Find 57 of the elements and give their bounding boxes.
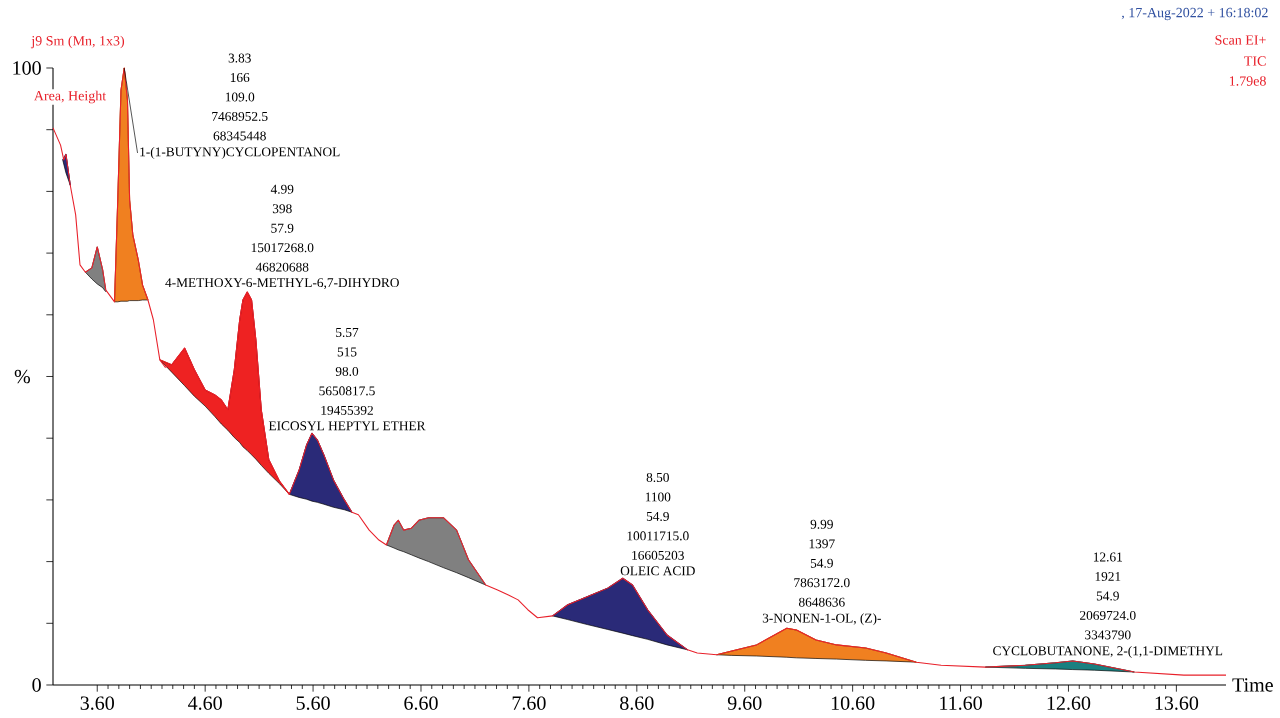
- annotation: 3-NONEN-1-OL, (Z)-: [762, 613, 881, 626]
- annotation: 4.99: [270, 184, 294, 194]
- annotation: 7468952.5: [212, 111, 268, 122]
- annotation: 4-METHOXY-6-METHYL-6,7-DIHYDRO: [165, 278, 399, 290]
- annotation: 5650817.5: [319, 386, 375, 396]
- text: Scan EI+: [1215, 35, 1266, 45]
- y-tick-label: 0: [32, 678, 41, 692]
- annotation: 8648636: [798, 597, 845, 607]
- x-axis-title: Time: [1232, 678, 1273, 692]
- annotation: 1397: [809, 539, 835, 549]
- annotation: 7863172.0: [794, 578, 850, 588]
- annotation: 1100: [645, 492, 671, 502]
- annotation: 12.61: [1093, 552, 1122, 562]
- x-tick-label: 9.60: [727, 696, 762, 710]
- annotation: 109.0: [225, 92, 255, 102]
- x-tick-label: 7.60: [512, 696, 546, 710]
- annotation: Area, Height: [34, 90, 107, 104]
- text: 1.79e8: [1229, 76, 1266, 86]
- annotation: 54.9: [646, 511, 669, 521]
- annotation: 54.9: [810, 558, 833, 568]
- text: 3.83: [228, 53, 251, 63]
- x-tick-label: 3.60: [80, 696, 114, 710]
- text: TIC: [1244, 56, 1266, 66]
- annotation: OLEIC ACID: [620, 566, 695, 576]
- annotation: CYCLOBUTANONE, 2-(1,1-DIMETHYL: [993, 645, 1223, 659]
- x-tick-label: 11.60: [940, 696, 982, 710]
- x-tick-label: 5.60: [296, 696, 330, 710]
- annotation: 1921: [1095, 572, 1121, 581]
- annotation: 19455392: [321, 405, 373, 415]
- annotation: 5.57: [336, 328, 359, 338]
- annotation: 15017268.0: [251, 243, 314, 253]
- text: , 17-Aug-2022 + 16:18:02: [1121, 7, 1268, 21]
- x-tick-label: 4.60: [188, 696, 222, 710]
- annotation: 16605203: [632, 550, 684, 560]
- annotation: 10011715.0: [627, 531, 689, 541]
- annotation: EICOSYL HEPTYL ETHER: [268, 421, 426, 431]
- annotation: 166: [230, 73, 250, 83]
- annotation: 2069724.0: [1080, 610, 1136, 620]
- chart-title: j9 Sm (Mn, 1x3): [30, 35, 125, 49]
- y-tick-label: 100: [13, 61, 41, 75]
- x-tick-label: 8.60: [620, 696, 654, 710]
- annotation: 3343790: [1085, 630, 1131, 640]
- x-tick-label: 12.60: [1047, 696, 1091, 710]
- annotation: 8.50: [646, 472, 669, 483]
- annotation: 98.0: [335, 366, 359, 376]
- x-tick-label: 6.60: [404, 696, 438, 710]
- annotation: 54.9: [1096, 591, 1119, 601]
- annotation: 1-(1-BUTYNY)CYCLOPENTANOL: [140, 146, 340, 160]
- x-tick-label: 10.60: [831, 696, 875, 710]
- y-axis-title: %: [14, 369, 31, 384]
- annotation: 46820688: [255, 262, 309, 272]
- annotation: 9.99: [810, 519, 833, 529]
- x-tick-label: 13.60: [1155, 696, 1199, 710]
- annotation: 398: [272, 204, 292, 214]
- annotation: 515: [337, 347, 357, 357]
- annotation: 68345448: [213, 131, 266, 141]
- annotation: 57.9: [271, 223, 294, 233]
